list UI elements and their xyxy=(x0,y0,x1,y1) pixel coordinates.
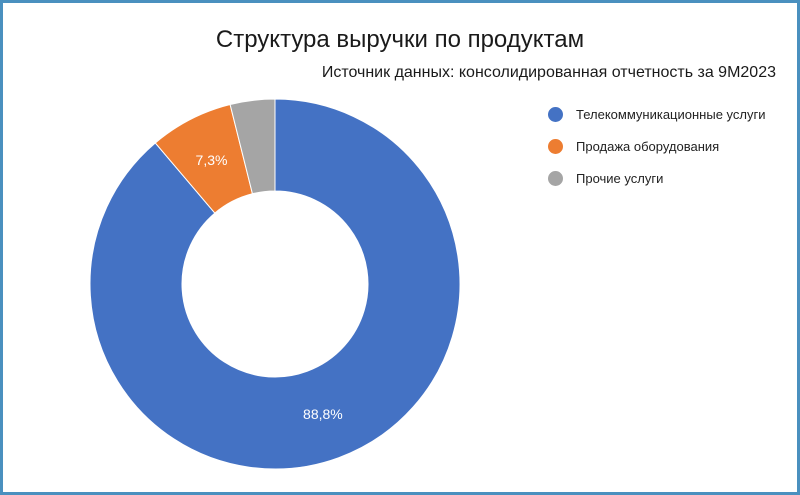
chart-title: Структура выручки по продуктам xyxy=(215,26,585,53)
legend-dot-icon xyxy=(548,138,563,154)
donut-slice[interactable] xyxy=(89,98,461,470)
chart-subtitle: Источник данных: консолидированная отчет… xyxy=(321,64,776,81)
slice-data-label: 88,8% xyxy=(303,406,343,423)
legend-dot-icon xyxy=(548,170,563,186)
legend-item-other[interactable]: Прочие услуги xyxy=(548,162,765,194)
legend-item-equipment[interactable]: Продажа оборудования xyxy=(548,130,765,162)
legend-item-telecom[interactable]: Телекоммуникационные услуги xyxy=(548,98,765,130)
legend: Телекоммуникационные услуги Продажа обор… xyxy=(548,98,765,194)
legend-label: Телекоммуникационные услуги xyxy=(576,106,766,122)
slice-data-label: 7,3% xyxy=(195,152,228,169)
legend-label: Прочие услуги xyxy=(576,170,664,186)
donut-slice[interactable] xyxy=(229,98,276,195)
legend-dot-icon xyxy=(548,106,563,122)
legend-label: Продажа оборудования xyxy=(576,138,720,154)
